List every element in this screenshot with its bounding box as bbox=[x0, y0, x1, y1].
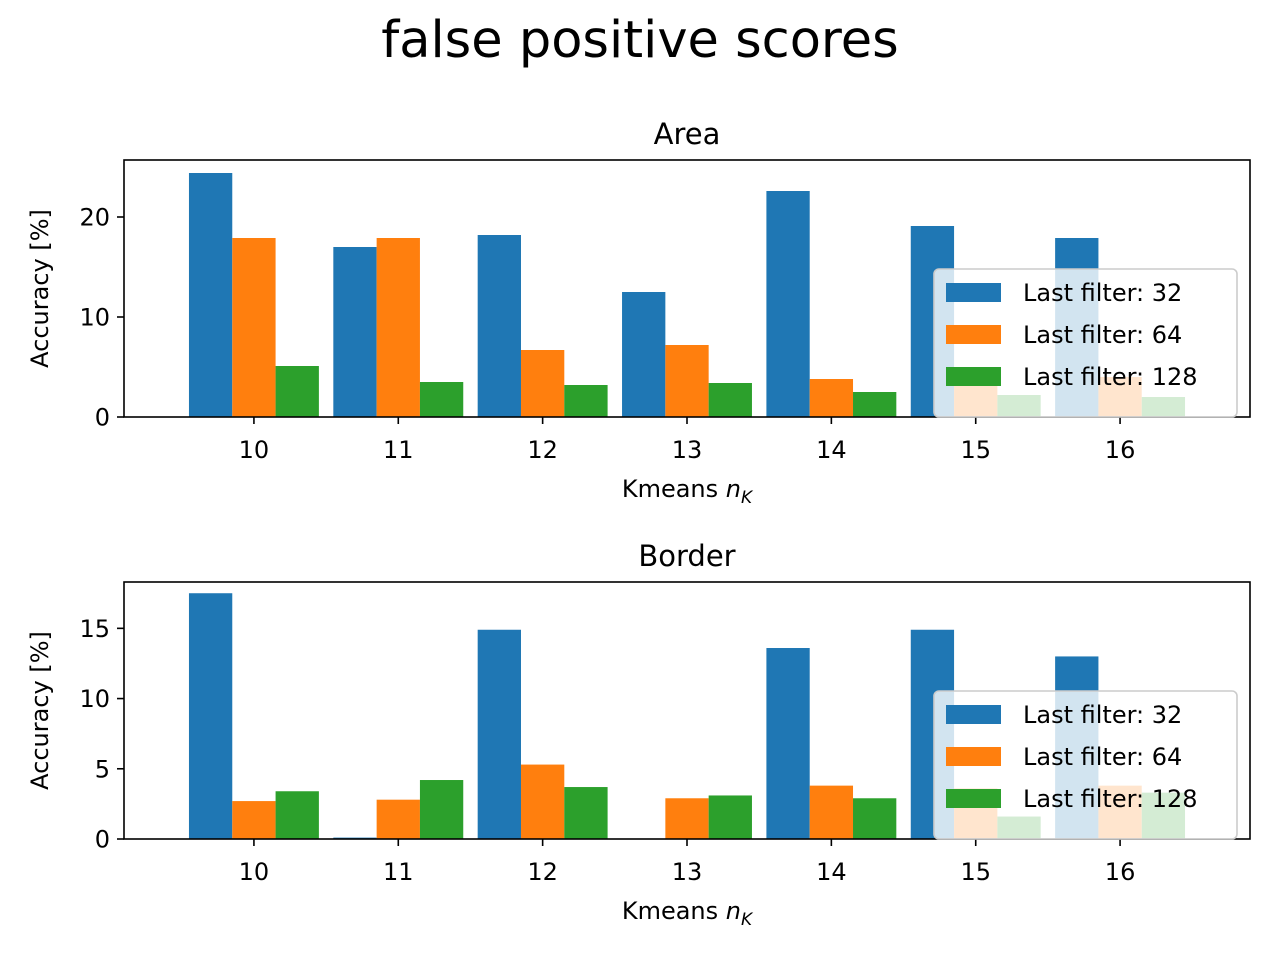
x-tick-label: 13 bbox=[672, 436, 703, 464]
bar-32-10 bbox=[188, 593, 233, 839]
bar-32-11 bbox=[333, 247, 377, 417]
x-tick-label: 14 bbox=[816, 858, 847, 886]
figure-title: false positive scores bbox=[381, 11, 899, 70]
legend-swatch bbox=[946, 283, 1001, 302]
x-tick-label: 13 bbox=[672, 858, 703, 886]
bar-128-10 bbox=[275, 366, 319, 417]
legend-swatch bbox=[946, 325, 1001, 344]
y-tick-label: 20 bbox=[79, 204, 110, 232]
bar-64-13 bbox=[665, 345, 709, 417]
subplot-title: Area bbox=[654, 117, 721, 151]
y-tick-label: 15 bbox=[79, 615, 110, 643]
x-tick-label: 11 bbox=[383, 858, 414, 886]
x-tick-label: 15 bbox=[960, 436, 991, 464]
bar-64-12 bbox=[520, 764, 565, 839]
y-axis-label: Accuracy [%] bbox=[26, 631, 54, 790]
subplot-title: Border bbox=[638, 539, 735, 573]
legend-label: Last filter: 32 bbox=[1023, 279, 1182, 307]
y-tick-label: 5 bbox=[95, 755, 110, 783]
y-axis-label: Accuracy [%] bbox=[26, 209, 54, 368]
bar-128-13 bbox=[708, 383, 752, 417]
bar-32-14 bbox=[766, 648, 810, 839]
y-tick-label: 10 bbox=[79, 304, 110, 332]
x-tick-label: 12 bbox=[527, 436, 558, 464]
legend-swatch bbox=[946, 705, 1001, 724]
bar-32-10 bbox=[188, 173, 233, 417]
legend-swatch bbox=[946, 747, 1001, 766]
x-axis-label: Kmeans nK bbox=[622, 475, 754, 508]
legend-label: Last filter: 64 bbox=[1023, 743, 1182, 771]
subplot-border: 10 11 12 13 14 15 16 0 5 10 15 Border Kmeans nK Accur… bbox=[26, 539, 1251, 930]
bar-32-14 bbox=[766, 191, 810, 417]
x-tick-label: 16 bbox=[1105, 436, 1136, 464]
x-tick-label: 10 bbox=[239, 436, 270, 464]
x-tick-label: 12 bbox=[527, 858, 558, 886]
bar-32-12 bbox=[477, 235, 521, 417]
legend: Last filter: 32 Last filter: 64 Last filte… bbox=[933, 268, 1238, 418]
legend-box bbox=[933, 690, 1238, 840]
x-tick-label: 16 bbox=[1105, 858, 1136, 886]
subplot-area: 10 11 12 13 14 15 16 0 10 20 Area Kmeans nK Accuracy… bbox=[26, 117, 1251, 508]
bar-64-14 bbox=[809, 785, 854, 839]
x-axis-label: Kmeans nK bbox=[622, 897, 754, 930]
legend-label: Last filter: 64 bbox=[1023, 321, 1182, 349]
bar-64-10 bbox=[232, 238, 276, 417]
bar-64-11 bbox=[376, 238, 420, 417]
y-tick-label: 0 bbox=[95, 404, 110, 432]
x-tick-label: 10 bbox=[239, 858, 270, 886]
bar-128-12 bbox=[564, 787, 608, 839]
bar-128-14 bbox=[853, 798, 897, 839]
bar-64-13 bbox=[665, 798, 709, 839]
bar-128-11 bbox=[419, 780, 464, 839]
bar-64-14 bbox=[809, 379, 854, 417]
legend-label: Last filter: 128 bbox=[1023, 785, 1198, 813]
legend-label: Last filter: 128 bbox=[1023, 363, 1198, 391]
legend-swatch bbox=[946, 789, 1001, 808]
legend: Last filter: 32 Last filter: 64 Last filte… bbox=[933, 690, 1238, 840]
bar-128-12 bbox=[564, 385, 608, 417]
x-tick-label: 14 bbox=[816, 436, 847, 464]
legend-swatch bbox=[946, 367, 1001, 386]
bar-64-11 bbox=[376, 799, 420, 839]
bar-128-10 bbox=[275, 791, 319, 839]
y-tick-label: 10 bbox=[79, 685, 110, 713]
bar-32-13 bbox=[622, 292, 666, 417]
bar-128-14 bbox=[853, 392, 897, 417]
bar-128-11 bbox=[419, 382, 464, 417]
legend-label: Last filter: 32 bbox=[1023, 701, 1182, 729]
y-tick-label: 0 bbox=[95, 826, 110, 854]
bar-128-13 bbox=[708, 795, 752, 839]
legend-box bbox=[933, 268, 1238, 418]
bar-64-10 bbox=[232, 801, 276, 839]
x-tick-label: 11 bbox=[383, 436, 414, 464]
bar-64-12 bbox=[520, 350, 565, 417]
bar-32-12 bbox=[477, 629, 521, 839]
x-tick-label: 15 bbox=[960, 858, 991, 886]
